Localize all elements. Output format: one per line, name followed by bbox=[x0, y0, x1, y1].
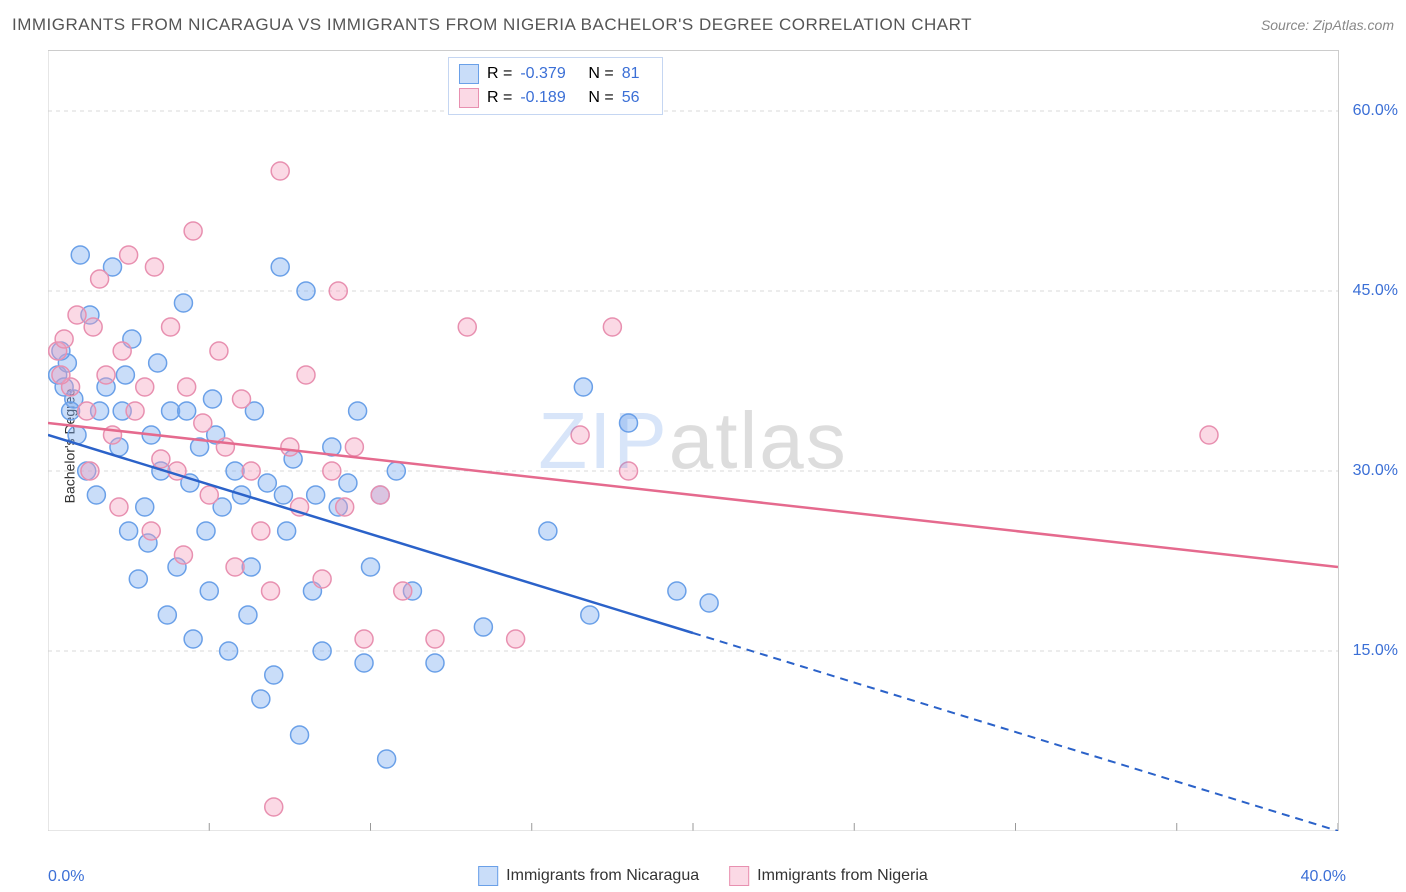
swatch-nicaragua bbox=[459, 64, 479, 84]
legend-swatch-nigeria bbox=[729, 866, 749, 886]
y-tick-label: 45.0% bbox=[1353, 282, 1398, 300]
scatter-chart bbox=[48, 51, 1338, 831]
x-axis-min-label: 0.0% bbox=[48, 868, 84, 886]
plot-area: ZIPatlas R = -0.379 N = 81 R = -0.189 N … bbox=[48, 50, 1339, 831]
legend-swatch-nicaragua bbox=[478, 866, 498, 886]
swatch-nigeria bbox=[459, 88, 479, 108]
x-axis-max-label: 40.0% bbox=[1301, 868, 1346, 886]
y-tick-label: 60.0% bbox=[1353, 102, 1398, 120]
chart-title: IMMIGRANTS FROM NICARAGUA VS IMMIGRANTS … bbox=[12, 15, 972, 35]
series-legend: Immigrants from Nicaragua Immigrants fro… bbox=[478, 866, 928, 886]
correlation-legend: R = -0.379 N = 81 R = -0.189 N = 56 bbox=[448, 57, 663, 115]
y-tick-label: 30.0% bbox=[1353, 462, 1398, 480]
r-value-nigeria: -0.189 bbox=[520, 89, 580, 107]
r-value-nicaragua: -0.379 bbox=[520, 65, 580, 83]
legend-label-nigeria: Immigrants from Nigeria bbox=[757, 867, 928, 885]
legend-label-nicaragua: Immigrants from Nicaragua bbox=[506, 867, 699, 885]
y-tick-label: 15.0% bbox=[1353, 642, 1398, 660]
n-value-nigeria: 56 bbox=[622, 89, 652, 107]
source-label: Source: ZipAtlas.com bbox=[1261, 17, 1394, 33]
n-value-nicaragua: 81 bbox=[622, 65, 652, 83]
